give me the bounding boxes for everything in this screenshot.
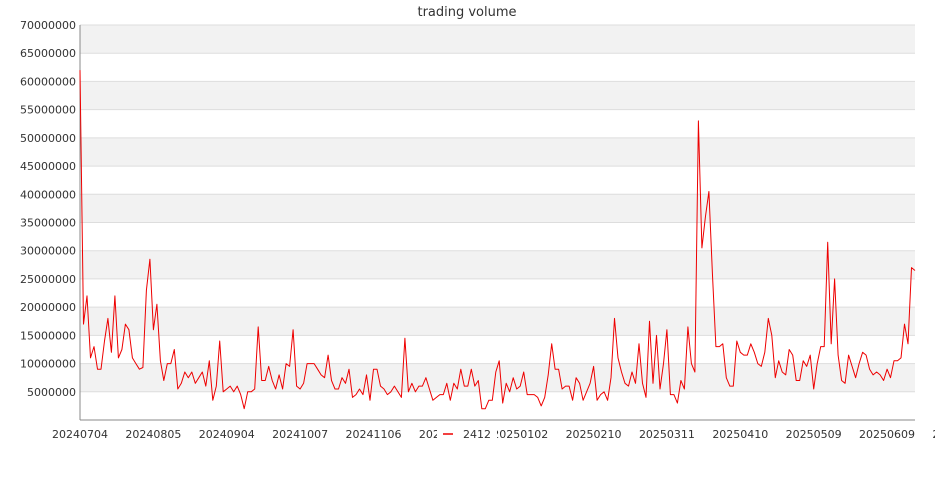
x-tick-label: 20241007 [272,428,328,441]
x-tick-label: 20250708 [932,428,935,441]
grid-band [80,137,915,167]
legend-label: 2412 [463,428,491,441]
x-tick-label: 20250509 [786,428,842,441]
x-tick-label: 20250410 [712,428,768,441]
gridlines [80,24,915,393]
y-tick-label: 70000000 [20,19,76,32]
y-tick-label: 50000000 [20,132,76,145]
y-tick-label: 55000000 [20,104,76,117]
grid-band [80,307,915,336]
legend: 2412 [437,426,497,442]
y-tick-label: 25000000 [20,273,76,286]
chart-title: trading volume [417,5,516,20]
grid-band [80,81,915,110]
x-tick-label: 20250311 [639,428,695,441]
x-tick-label: 20240904 [199,428,255,441]
x-tick-label: 20250609 [859,428,915,441]
y-tick-label: 30000000 [20,245,76,258]
y-tick-label: 35000000 [20,217,76,230]
grid-band [80,250,915,279]
legend-background [437,426,497,442]
grid-bands [80,25,915,392]
y-tick-label: 60000000 [20,75,76,88]
x-tick-label: 20241106 [345,428,401,441]
x-tick-label: 20250102 [492,428,548,441]
y-tick-label: 45000000 [20,160,76,173]
series-line-2412 [79,70,916,410]
y-tick-label: 65000000 [20,47,76,60]
y-tick-label: 20000000 [20,301,76,314]
y-axis-ticks: 5000000 10000000 15000000 20000000 25000000 3… [20,19,76,399]
y-tick-label: 40000000 [20,188,76,201]
x-tick-label: 20240704 [52,428,108,441]
grid-band [80,25,915,54]
series-layer [79,70,916,410]
x-tick-label: 20240805 [125,428,181,441]
y-tick-label: 10000000 [20,358,76,371]
grid-band [80,194,915,223]
y-tick-label: 5000000 [27,386,76,399]
y-tick-label: 15000000 [20,329,76,342]
x-tick-label: 20250210 [566,428,622,441]
grid-band [80,363,915,392]
